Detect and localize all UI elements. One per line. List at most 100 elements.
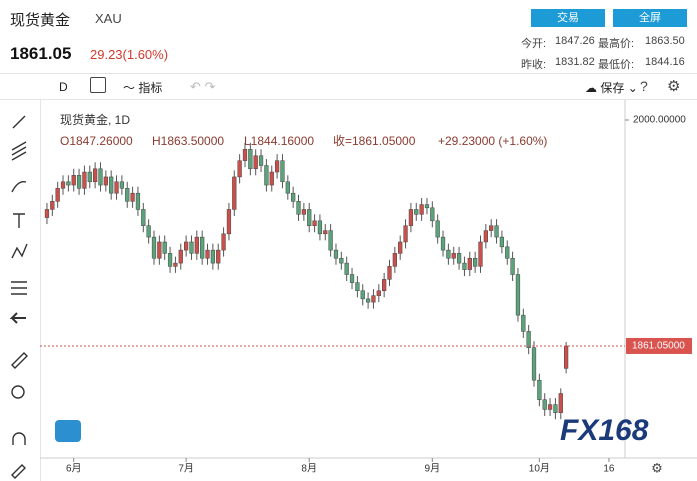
divider xyxy=(0,73,697,74)
prediction-tool[interactable] xyxy=(11,281,27,295)
pattern-tool[interactable] xyxy=(11,243,28,259)
candle-body xyxy=(242,149,248,161)
candle-body xyxy=(435,220,440,238)
symbol: XAU xyxy=(95,11,122,26)
candle-body xyxy=(339,257,344,264)
brush-tool[interactable] xyxy=(11,181,27,193)
candle-body xyxy=(451,253,456,259)
candle-body xyxy=(510,257,515,275)
indicators[interactable]: 〜 指标 xyxy=(123,81,163,95)
interval[interactable]: D xyxy=(59,80,68,94)
candle-body xyxy=(151,236,157,259)
legend-high: H1863.50000 xyxy=(152,134,224,148)
stat-value: 1847.26 xyxy=(555,35,595,47)
candle-body xyxy=(232,176,237,210)
candle-body xyxy=(269,171,274,186)
candle-body xyxy=(189,241,194,254)
candle-body xyxy=(258,155,264,166)
price: 1861.05 xyxy=(10,44,72,63)
candle-body xyxy=(558,393,563,413)
stat-label: 昨收: xyxy=(521,59,547,71)
candle-body xyxy=(323,230,328,235)
candle-body xyxy=(93,168,98,183)
candle-body xyxy=(403,225,408,243)
candle-body xyxy=(526,331,531,348)
candle-body xyxy=(382,279,387,292)
change: 29.23(1.60%) xyxy=(90,47,169,62)
settings-icon[interactable]: ⚙ xyxy=(667,78,681,95)
candle-body xyxy=(130,192,135,202)
legend-open: O1847.26000 xyxy=(60,134,133,148)
magnet-tool[interactable] xyxy=(12,432,26,445)
candle-body xyxy=(98,168,103,186)
candle-body xyxy=(141,209,146,226)
candle-body xyxy=(398,241,403,254)
candle-body xyxy=(317,220,323,235)
axis-settings[interactable]: ⚙ xyxy=(651,460,663,475)
x-tick-label: 6月 xyxy=(66,463,82,475)
candle-body xyxy=(333,249,339,259)
stat-label: 最低价: xyxy=(598,59,635,71)
candle-body xyxy=(296,201,301,215)
divider xyxy=(0,99,697,100)
candle-body xyxy=(162,241,167,254)
candle-body xyxy=(301,209,306,215)
candle-body xyxy=(344,262,349,275)
candle-body xyxy=(376,290,381,296)
candle-body xyxy=(547,404,553,410)
candle-body xyxy=(531,347,537,381)
candle-body xyxy=(564,345,569,369)
fib-tool[interactable] xyxy=(11,141,27,161)
candle-body xyxy=(291,192,296,202)
candle-body xyxy=(473,257,478,267)
candle-body xyxy=(537,379,542,400)
trend-line-tool[interactable] xyxy=(12,115,26,129)
chart-type-icon[interactable] xyxy=(90,77,106,93)
undo-redo[interactable]: ↶ ↷ xyxy=(190,79,216,94)
candle-body xyxy=(478,241,483,267)
candle-body xyxy=(456,253,462,264)
divider xyxy=(40,100,41,481)
candle-body xyxy=(467,257,472,270)
measure-tool[interactable] xyxy=(11,352,28,369)
candle-body xyxy=(55,188,60,202)
x-tick-label: 9月 xyxy=(425,463,441,475)
candle-body xyxy=(253,155,258,170)
help-icon[interactable]: ? xyxy=(640,78,648,94)
zoom-tool[interactable] xyxy=(11,385,25,399)
x-tick-label: 8月 xyxy=(301,463,317,475)
stat-value: 1831.82 xyxy=(555,56,595,68)
candle-body xyxy=(44,209,50,218)
legend-change: +29.23000 (+1.60%) xyxy=(438,134,547,148)
candle-body xyxy=(71,175,76,186)
candle-body xyxy=(499,236,505,248)
candle-body xyxy=(125,188,130,202)
candle-body xyxy=(280,160,285,183)
logo: FX168 xyxy=(560,414,649,447)
x-tick-label: 16 xyxy=(603,464,615,475)
stat-value: 1863.50 xyxy=(645,35,685,47)
candle-body xyxy=(419,204,424,215)
candle-body xyxy=(248,149,253,170)
candle-body xyxy=(114,181,119,194)
candle-body xyxy=(392,253,397,267)
candle-body xyxy=(349,274,355,283)
save[interactable]: ☁ 保存 ⌄ xyxy=(585,81,638,95)
trade-button[interactable]: 交易 xyxy=(531,9,605,27)
fullscreen-button[interactable]: 全屏 xyxy=(613,9,687,27)
candle-body xyxy=(494,225,499,238)
lock-tool[interactable] xyxy=(11,464,26,479)
candle-body xyxy=(365,298,371,303)
last-price-label: 1861.05000 xyxy=(632,341,685,352)
text-tool[interactable] xyxy=(13,213,25,228)
candle-body xyxy=(430,207,435,222)
legend-close: 收=1861.05000 xyxy=(333,134,416,148)
indicators-label: 指标 xyxy=(138,81,163,95)
candle-body xyxy=(285,181,290,194)
candle-body xyxy=(66,181,71,186)
candle-body xyxy=(167,253,173,267)
x-tick-label: 10月 xyxy=(529,463,550,475)
stat-label: 今开: xyxy=(521,38,547,50)
candle-body xyxy=(424,204,430,209)
back-tool[interactable] xyxy=(9,312,26,324)
